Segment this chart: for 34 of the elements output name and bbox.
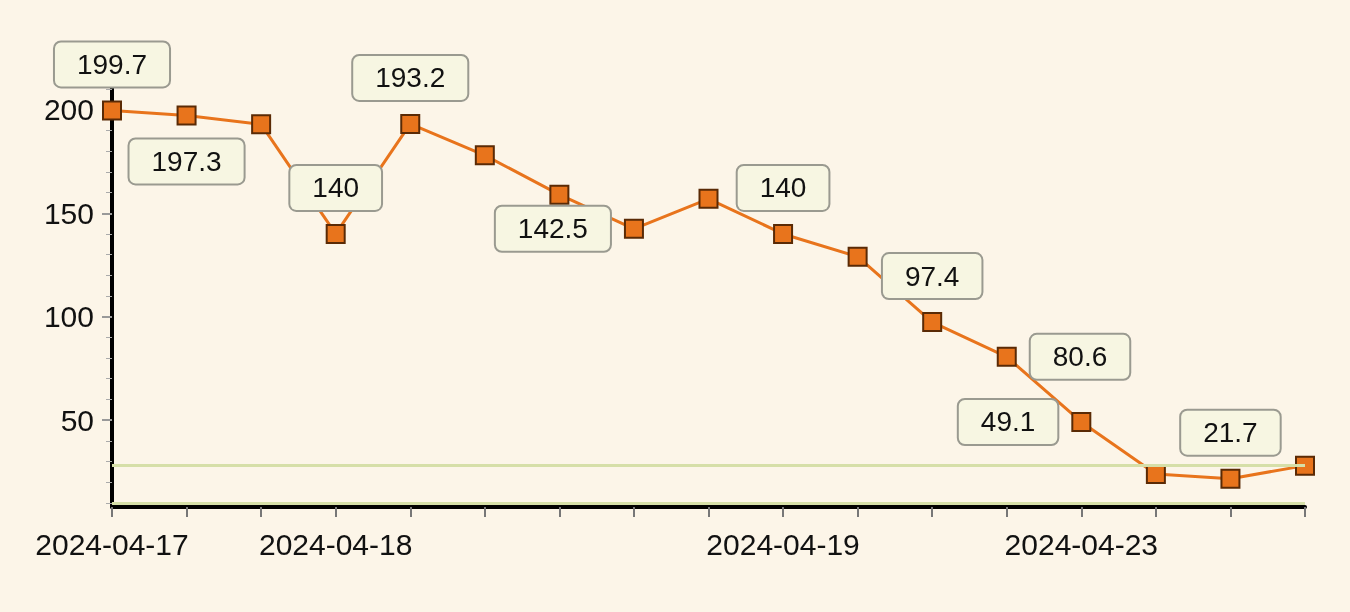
point [623,218,644,239]
data-label: 197.3 [151,145,222,177]
data-label: 140 [759,172,807,204]
x-tick-label: 2024-04-18 [258,527,413,561]
y-tick-label: 150 [43,196,94,230]
point [996,346,1017,367]
point [1220,468,1241,489]
x-tick-label: 2024-04-19 [706,527,860,561]
x-tick-label: 2024-04-17 [35,527,189,561]
point [549,184,570,205]
y-tick-label: 100 [43,300,94,334]
data-label: 199.7 [76,48,148,80]
point [474,145,495,166]
point [102,100,122,121]
point [1071,411,1092,432]
data-label: 80.6 [1052,341,1108,373]
point [325,223,346,244]
data-label: 49.1 [980,406,1036,438]
x-tick-label: 2024-04-23 [1004,527,1159,561]
point [773,223,794,244]
point [1295,455,1315,476]
point [400,113,421,134]
data-label: 193.2 [375,62,446,94]
y-tick-label: 200 [43,93,94,127]
point [847,246,868,267]
point [251,114,272,135]
y-tick-label: 50 [60,403,94,437]
data-label: 140 [312,172,360,204]
point [922,312,943,333]
data-label: 21.7 [1203,417,1258,449]
point [698,188,719,209]
data-label: 97.4 [904,260,960,292]
point [176,105,197,126]
data-label: 142.5 [517,213,588,245]
